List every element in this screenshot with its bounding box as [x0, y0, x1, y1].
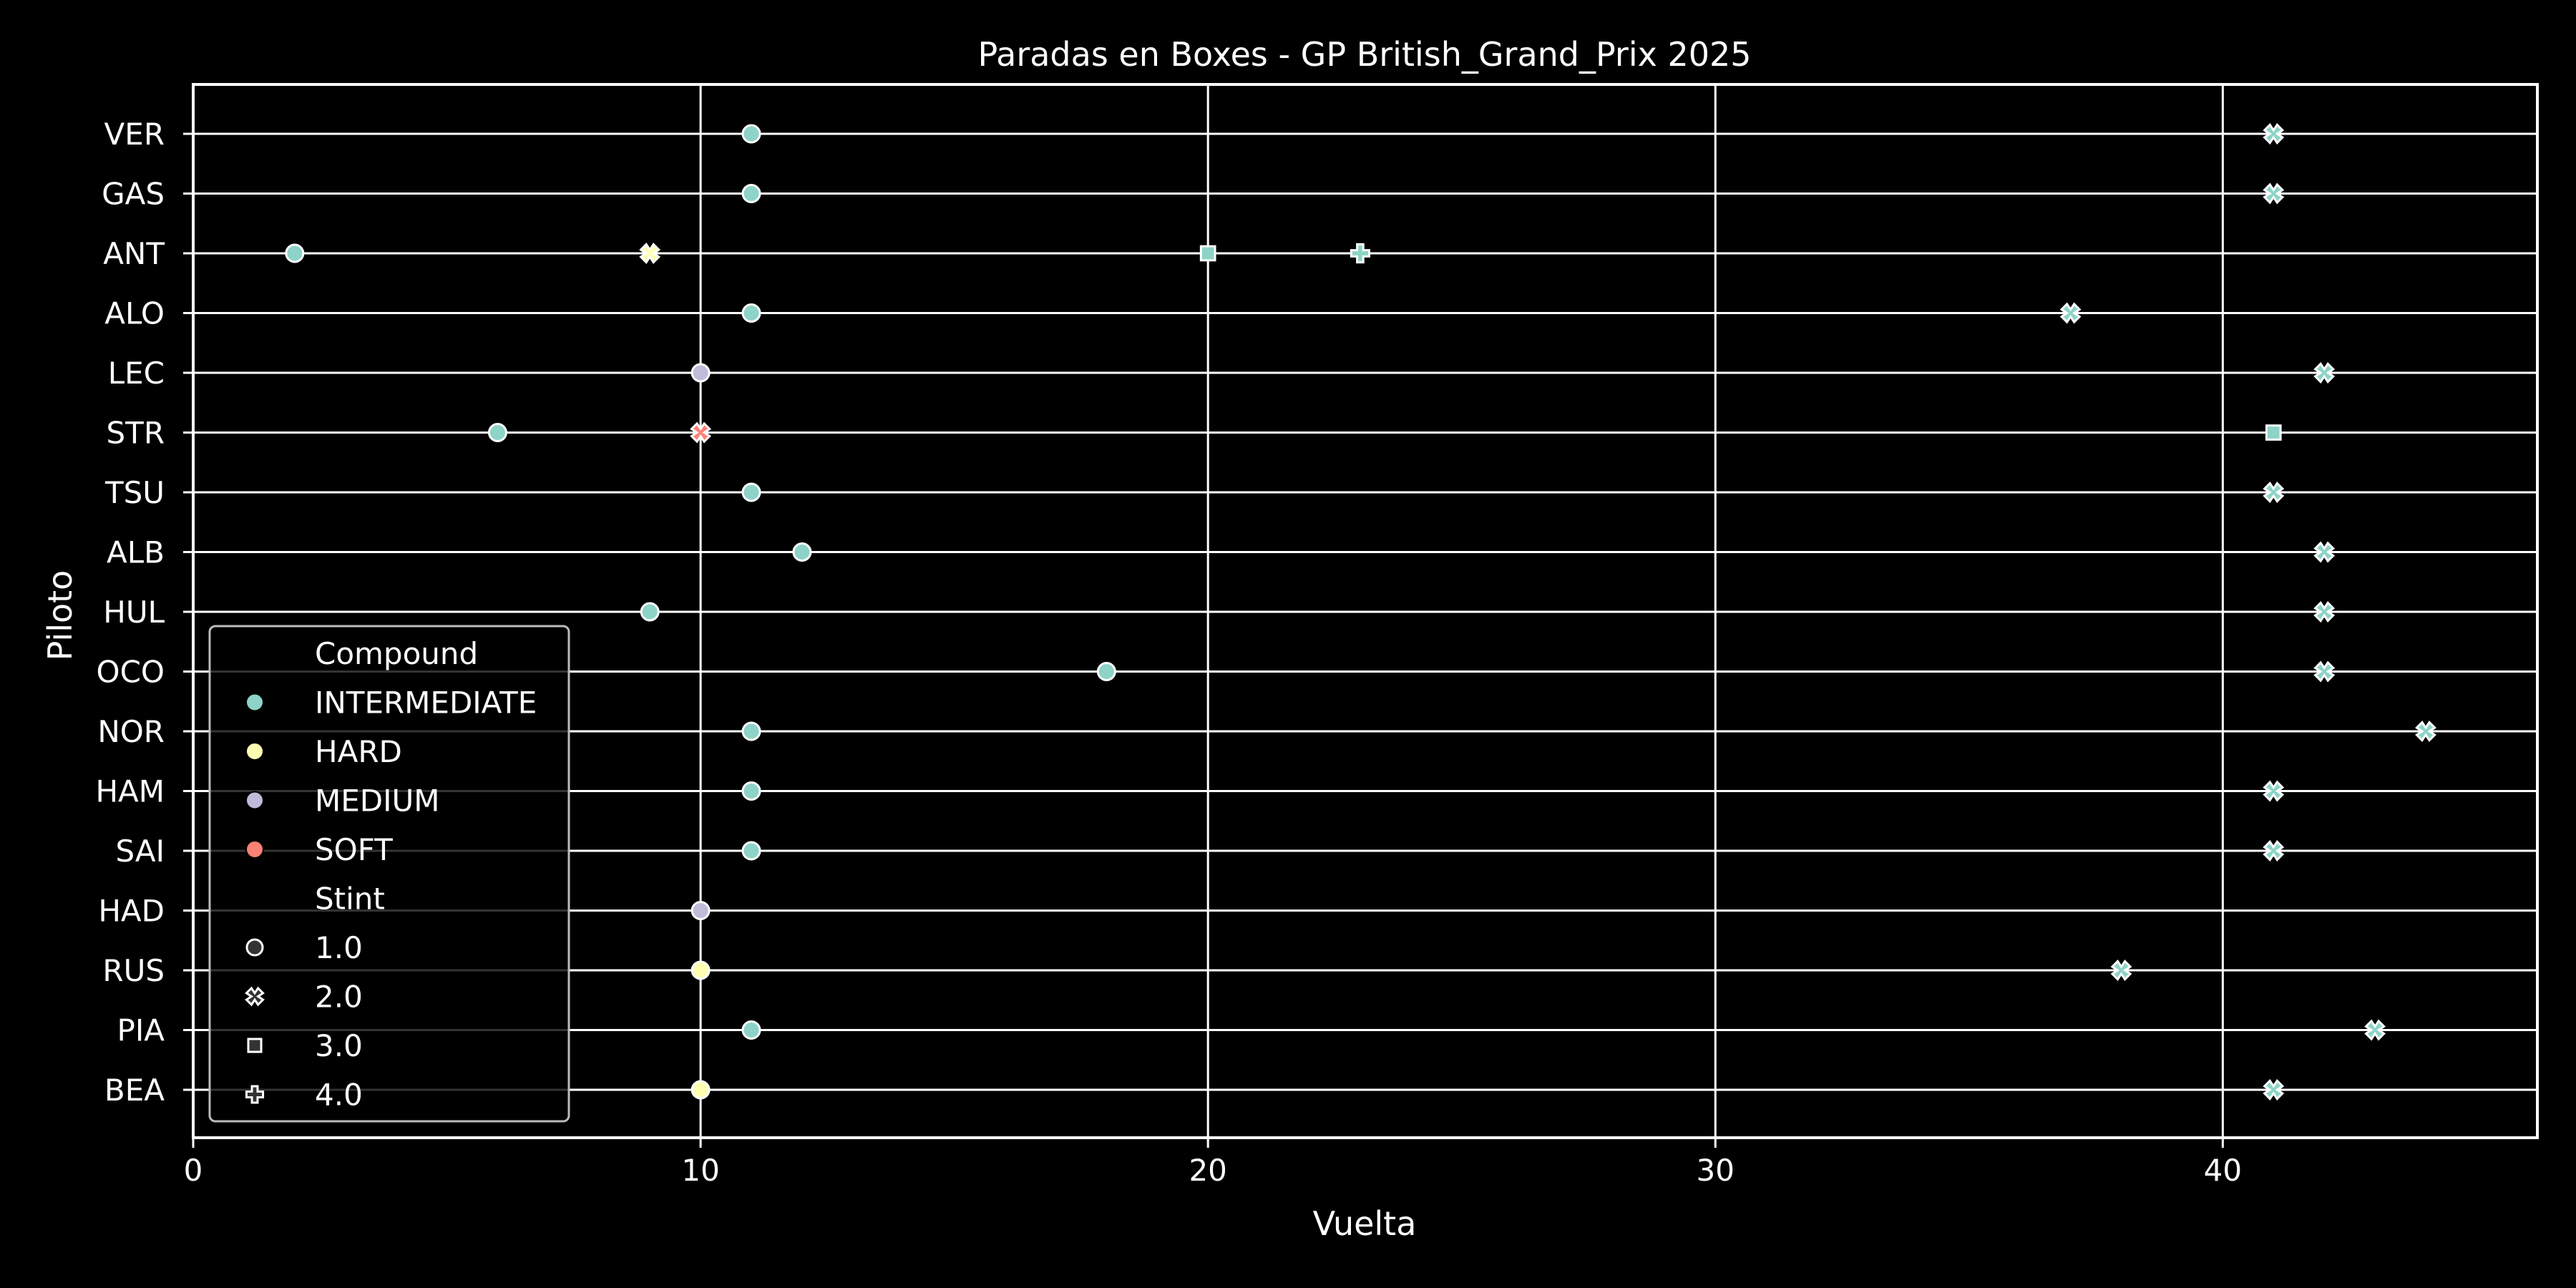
y-tick-label-lec: LEC: [108, 356, 165, 391]
point-had-lap-10: [691, 901, 711, 920]
point-alo-lap-11: [741, 303, 761, 323]
point-sai-lap-11: [741, 841, 761, 861]
point-lec-lap-42: [2313, 362, 2336, 384]
x-tick-label: 30: [1697, 1153, 1735, 1188]
point-ant-lap-20: [1199, 245, 1216, 262]
legend-label-intermediate: INTERMEDIATE: [315, 686, 537, 721]
point-rus-lap-38: [2110, 960, 2132, 981]
y-tick-label-nor: NOR: [97, 714, 165, 749]
point-nor-lap-44: [2415, 721, 2436, 742]
point-rus-lap-10: [691, 960, 711, 980]
legend-box: [208, 625, 570, 1123]
y-tick-label-oco: OCO: [97, 655, 165, 690]
legend-marker-stint-2-0: [245, 986, 265, 1007]
chart-title: Paradas en Boxes - GP British_Grand_Prix…: [977, 35, 1751, 74]
point-lec-lap-10: [691, 363, 711, 383]
point-alo-lap-37: [2059, 302, 2082, 324]
y-tick-label-bea: BEA: [104, 1073, 165, 1108]
point-gas-lap-41: [2263, 182, 2285, 205]
point-pia-lap-43: [2364, 1019, 2386, 1041]
legend-marker-stint-3-0: [247, 1038, 263, 1053]
y-tick-label-alb: ALB: [107, 535, 165, 570]
legend-marker-intermediate: [245, 693, 264, 712]
point-str-lap-41: [2265, 424, 2282, 441]
point-alb-lap-12: [792, 542, 812, 562]
point-sai-lap-41: [2263, 840, 2285, 862]
legend-marker-medium: [245, 791, 264, 810]
y-axis-label: Piloto: [41, 570, 79, 661]
y-tick-label-str: STR: [107, 416, 165, 451]
x-tick-label: 10: [681, 1153, 719, 1188]
x-tick-label: 20: [1189, 1153, 1226, 1188]
legend-label-stint-1-0: 1.0: [315, 930, 363, 965]
data-points: [285, 123, 2436, 1101]
legend-marker-stint-4-0: [245, 1085, 265, 1104]
point-pia-lap-11: [741, 1020, 761, 1040]
legend-marker-soft: [245, 840, 264, 859]
y-tick-label-rus: RUS: [102, 953, 165, 988]
point-str-lap-6: [487, 423, 507, 442]
point-hul-lap-42: [2313, 601, 2336, 623]
point-ant-lap-23: [1350, 243, 1371, 264]
legend-marker-hard: [245, 742, 264, 761]
point-ant-lap-9: [639, 243, 661, 264]
y-tick-label-gas: GAS: [102, 177, 165, 212]
point-ham-lap-41: [2263, 780, 2285, 802]
point-oco-lap-42: [2313, 660, 2336, 683]
legend-stint-title: Stint: [315, 882, 385, 917]
legend-marker-stint-1-0: [245, 938, 264, 957]
legend-compound-title: Compound: [315, 636, 478, 671]
legend-label-stint-4-0: 4.0: [315, 1078, 363, 1113]
x-tick-label: 0: [184, 1153, 203, 1188]
y-tick-label-pia: PIA: [117, 1013, 165, 1048]
point-ant-lap-2: [285, 243, 305, 263]
point-oco-lap-18: [1096, 662, 1116, 681]
point-tsu-lap-11: [741, 482, 761, 502]
y-tick-label-sai: SAI: [115, 834, 165, 869]
legend-label-soft: SOFT: [315, 832, 393, 867]
y-tick-label-ham: HAM: [95, 774, 165, 809]
point-str-lap-10: [690, 421, 712, 444]
legend-label-hard: HARD: [315, 734, 402, 769]
legend: Compound INTERMEDIATE HARD MEDIUM SOFT Stint 1…: [208, 625, 570, 1123]
point-bea-lap-41: [2263, 1079, 2285, 1101]
point-bea-lap-10: [691, 1080, 711, 1100]
y-tick-label-ver: VER: [104, 117, 165, 152]
point-ver-lap-11: [741, 124, 761, 144]
point-ham-lap-11: [741, 781, 761, 801]
y-tick-label-alo: ALO: [104, 296, 165, 331]
legend-label-medium: MEDIUM: [315, 784, 439, 819]
x-axis-label: Vuelta: [1313, 1204, 1417, 1243]
axis-ticks: 0 10 20 30 40 VER GAS ANT ALO LEC STR TSU ALB HUL OCO N…: [95, 117, 2242, 1188]
x-tick-label: 40: [2204, 1153, 2242, 1188]
point-tsu-lap-41: [2263, 482, 2285, 503]
y-tick-label-hul: HUL: [103, 595, 165, 630]
point-nor-lap-11: [741, 721, 761, 741]
y-tick-label-had: HAD: [98, 894, 165, 929]
legend-label-stint-2-0: 2.0: [315, 980, 363, 1015]
point-alb-lap-42: [2313, 541, 2336, 563]
y-tick-label-tsu: TSU: [104, 475, 165, 510]
point-hul-lap-9: [640, 602, 660, 622]
point-gas-lap-11: [741, 184, 761, 203]
legend-label-stint-3-0: 3.0: [315, 1028, 363, 1063]
point-ver-lap-41: [2263, 123, 2285, 145]
y-tick-label-ant: ANT: [103, 236, 165, 271]
